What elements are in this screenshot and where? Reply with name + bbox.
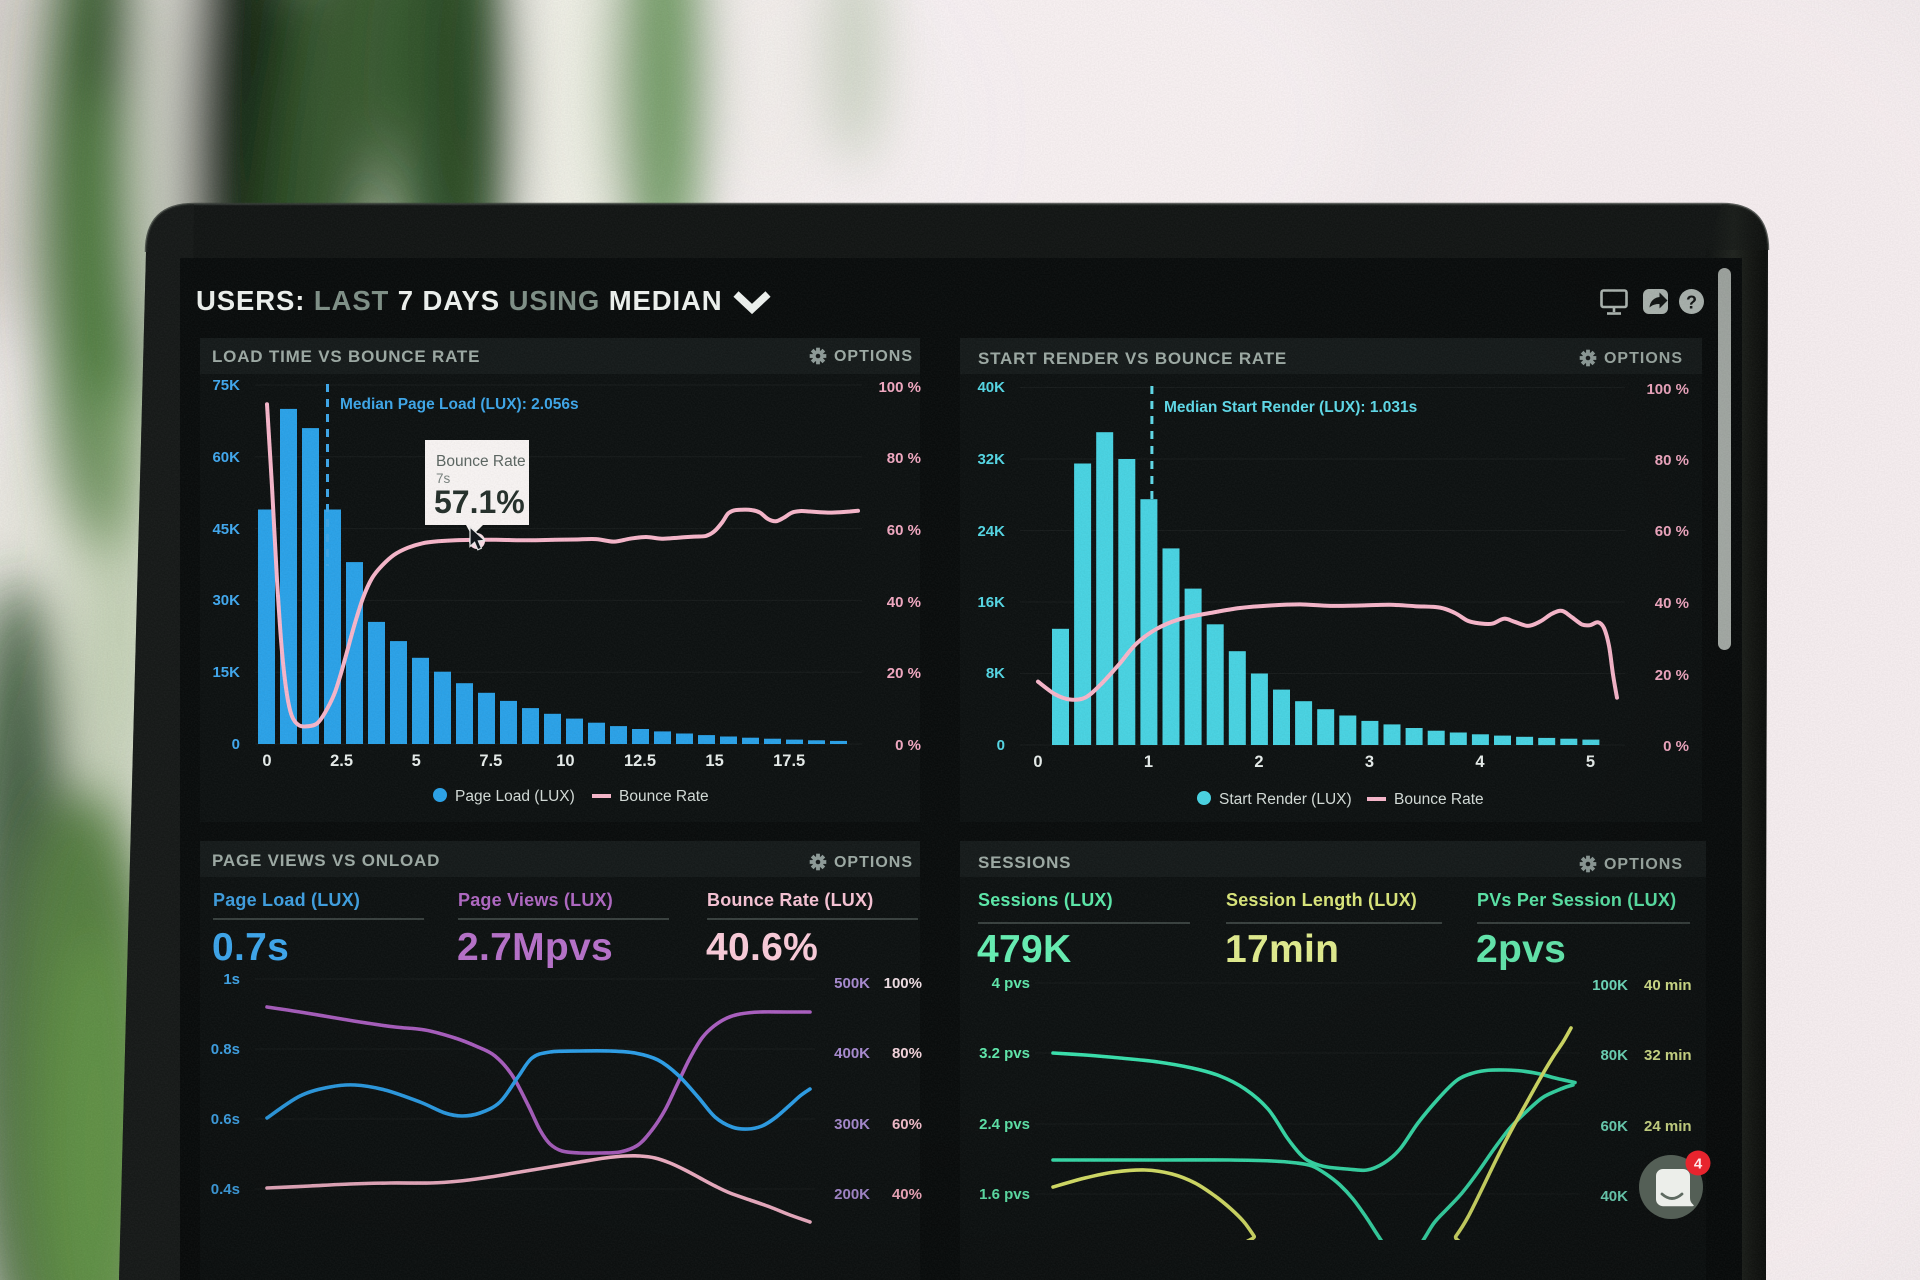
svg-text:4: 4	[1694, 1156, 1703, 1173]
